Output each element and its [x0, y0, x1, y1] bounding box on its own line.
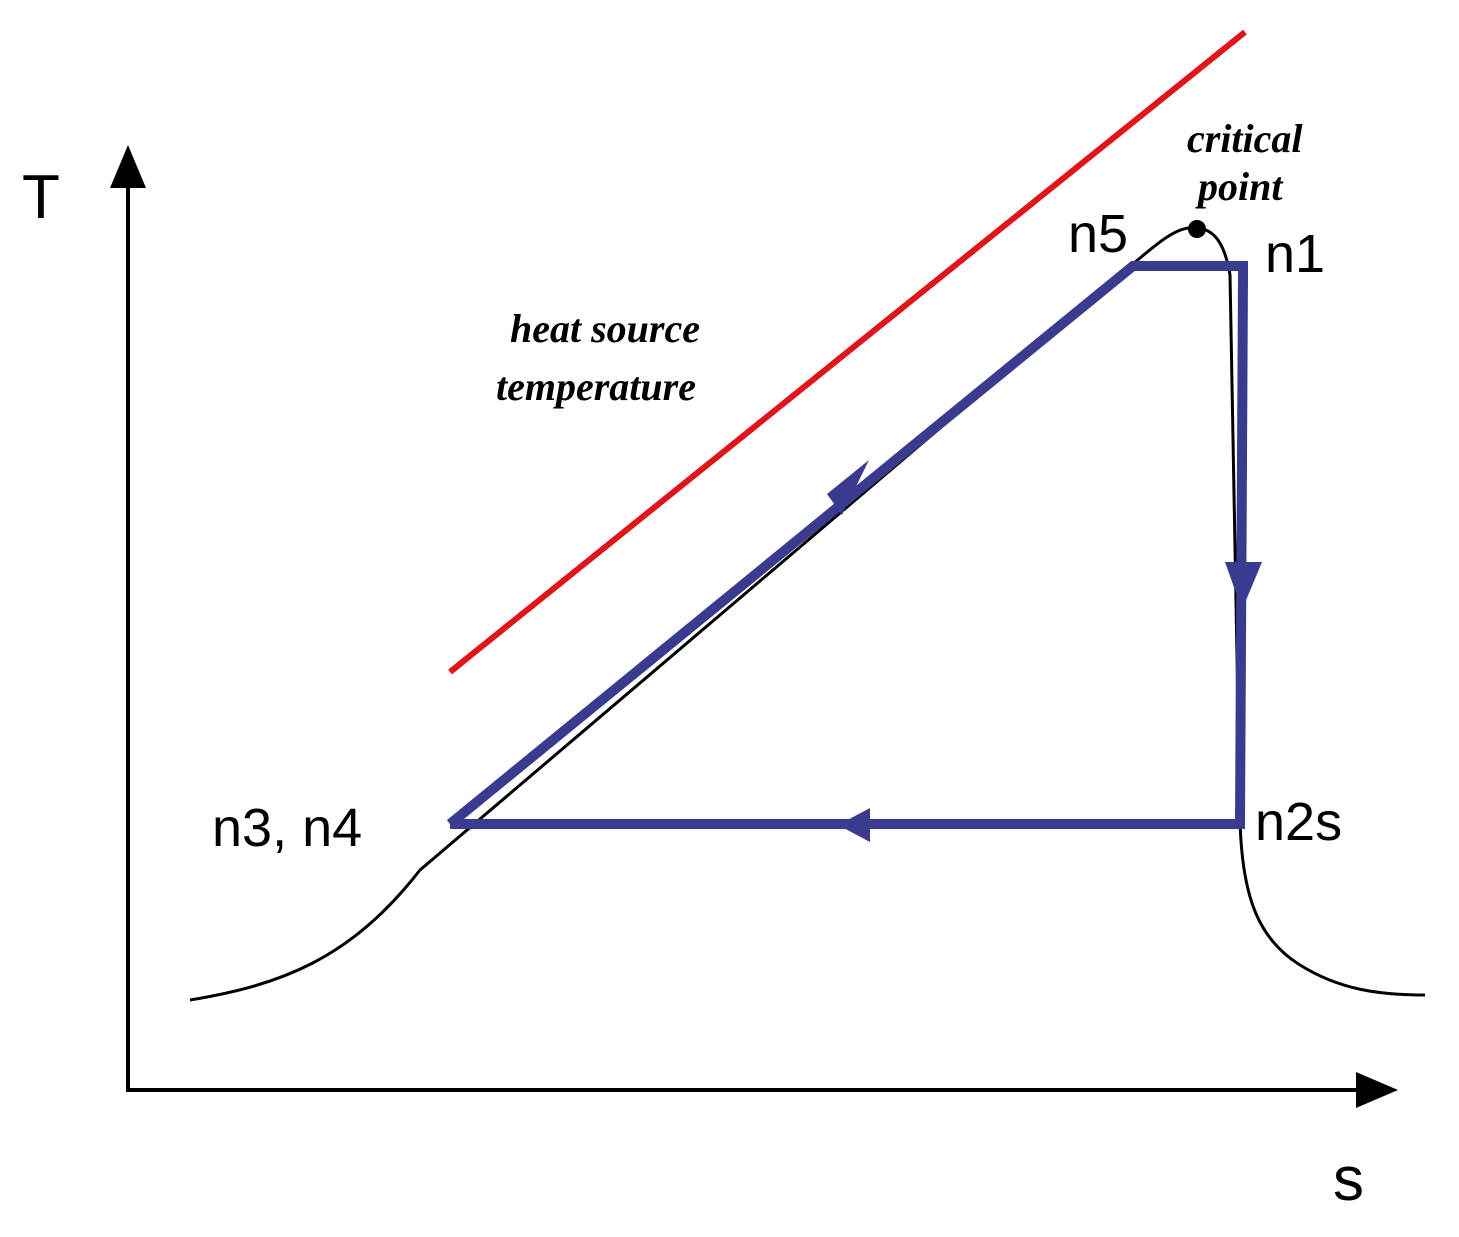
cycle-path [446, 261, 1248, 829]
cycle-arrow-expansion [1225, 562, 1262, 610]
cycle-arrow-heating [827, 460, 869, 515]
critical-point-label-line1: critical [1187, 116, 1303, 161]
axes [110, 145, 1398, 1108]
thermodynamic-cycle [446, 261, 1262, 842]
heat-source-line [448, 29, 1247, 675]
critical-point-marker [1188, 220, 1206, 238]
x-axis-label: s [1333, 1145, 1364, 1214]
state-label-n5: n5 [1068, 204, 1128, 264]
state-label-n1: n1 [1265, 224, 1325, 284]
x-axis-arrowhead [1356, 1072, 1398, 1108]
state-label-n3-n4: n3, n4 [212, 798, 362, 858]
heat-source-label-line1: heat source [510, 306, 700, 351]
y-axis-label: T [22, 163, 60, 232]
saturation-dome-curve [189, 226, 1426, 1002]
y-axis-arrowhead [110, 145, 146, 188]
critical-point-label-line2: point [1195, 164, 1284, 209]
cycle-arrow-condensation [838, 808, 870, 842]
state-label-n2s: n2s [1255, 792, 1342, 852]
heat-source-label-line2: temperature [496, 364, 696, 409]
